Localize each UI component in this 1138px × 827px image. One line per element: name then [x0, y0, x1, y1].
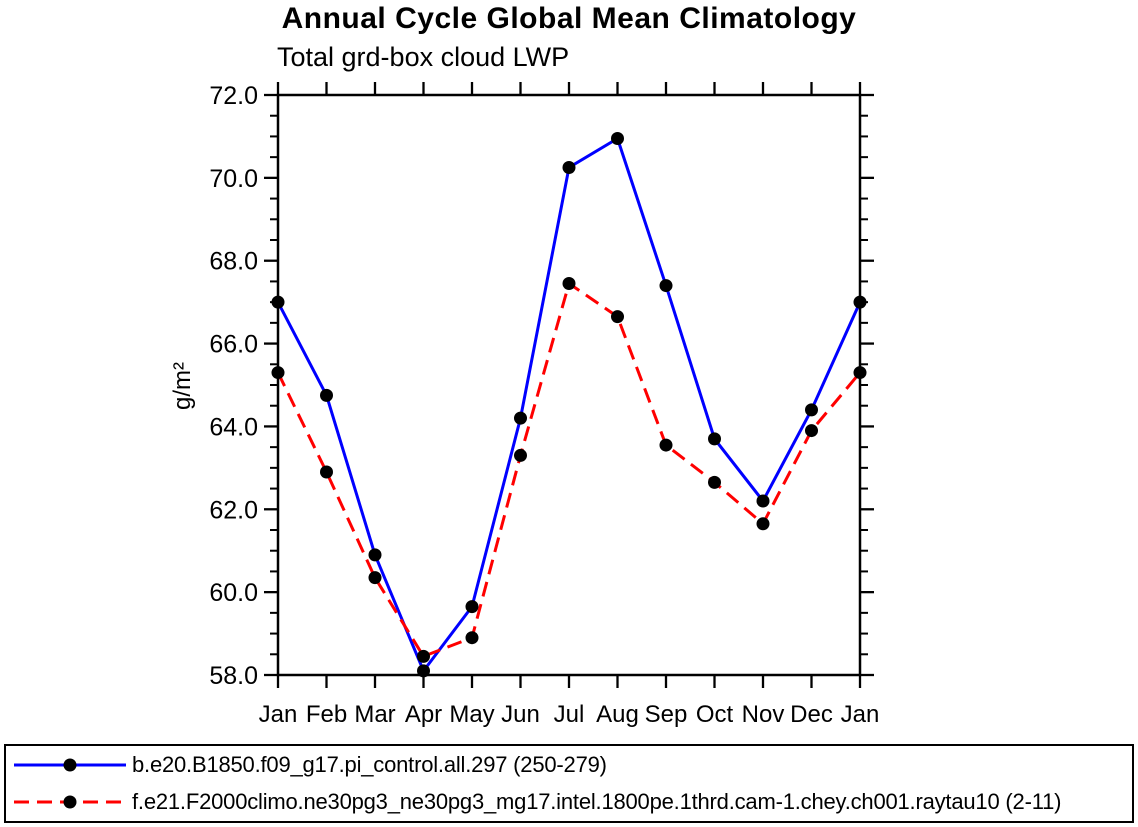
legend-line-sample-solid-blue-icon — [14, 758, 126, 772]
legend-label-series-0: b.e20.B1850.f09_g17.pi_control.all.297 (… — [132, 752, 607, 778]
chart-title: Annual Cycle Global Mean Climatology — [281, 2, 857, 35]
legend-item-series-0: b.e20.B1850.f09_g17.pi_control.all.297 (… — [12, 748, 1132, 782]
svg-text:64.0: 64.0 — [209, 413, 258, 441]
series-line-0 — [276, 136, 862, 674]
legend: b.e20.B1850.f09_g17.pi_control.all.297 (… — [4, 744, 1134, 823]
legend-label-series-1: f.e21.F2000climo.ne30pg3_ne30pg3_mg17.in… — [132, 788, 1062, 814]
svg-text:Nov: Nov — [742, 701, 785, 728]
svg-text:Apr: Apr — [405, 701, 442, 728]
svg-text:58.0: 58.0 — [209, 662, 258, 690]
legend-item-series-1: f.e21.F2000climo.ne30pg3_ne30pg3_mg17.in… — [12, 785, 1132, 819]
plot-box — [276, 93, 862, 677]
svg-text:Jul: Jul — [554, 701, 585, 728]
svg-text:Feb: Feb — [306, 701, 347, 728]
series-line-1 — [276, 281, 862, 659]
chart-subtitle: Total grd-box cloud LWP — [277, 42, 570, 72]
svg-text:Jan: Jan — [841, 701, 880, 728]
series-markers-0 — [271, 132, 867, 678]
svg-text:68.0: 68.0 — [209, 248, 258, 276]
svg-text:May: May — [449, 701, 494, 728]
svg-text:Jan: Jan — [259, 701, 298, 728]
x-axis-tick-labels: Jan Feb Mar Apr May Jun Jul Aug Sep Oct Nov Dec Jan — [259, 701, 880, 728]
svg-text:66.0: 66.0 — [209, 331, 258, 359]
line-chart-plot-area: 58.0 60.0 62.0 64.0 66.0 68.0 70.0 72.0 Jan Feb Ma… — [209, 82, 880, 728]
svg-text:62.0: 62.0 — [209, 496, 258, 524]
svg-text:Mar: Mar — [354, 701, 395, 728]
svg-text:Aug: Aug — [596, 701, 639, 728]
y-axis-tick-labels: 58.0 60.0 62.0 64.0 66.0 68.0 70.0 72.0 — [209, 82, 258, 690]
svg-text:Dec: Dec — [790, 701, 833, 728]
svg-text:Jun: Jun — [501, 701, 540, 728]
legend-line-sample-dashed-red-icon — [14, 795, 126, 809]
svg-text:Oct: Oct — [696, 701, 734, 728]
svg-text:60.0: 60.0 — [209, 579, 258, 607]
series-markers-1 — [271, 277, 867, 663]
svg-text:72.0: 72.0 — [209, 82, 258, 110]
svg-text:70.0: 70.0 — [209, 165, 258, 193]
svg-text:Sep: Sep — [645, 701, 688, 728]
y-axis-major-ticks — [264, 93, 874, 677]
y-axis-minor-ticks — [270, 114, 868, 656]
